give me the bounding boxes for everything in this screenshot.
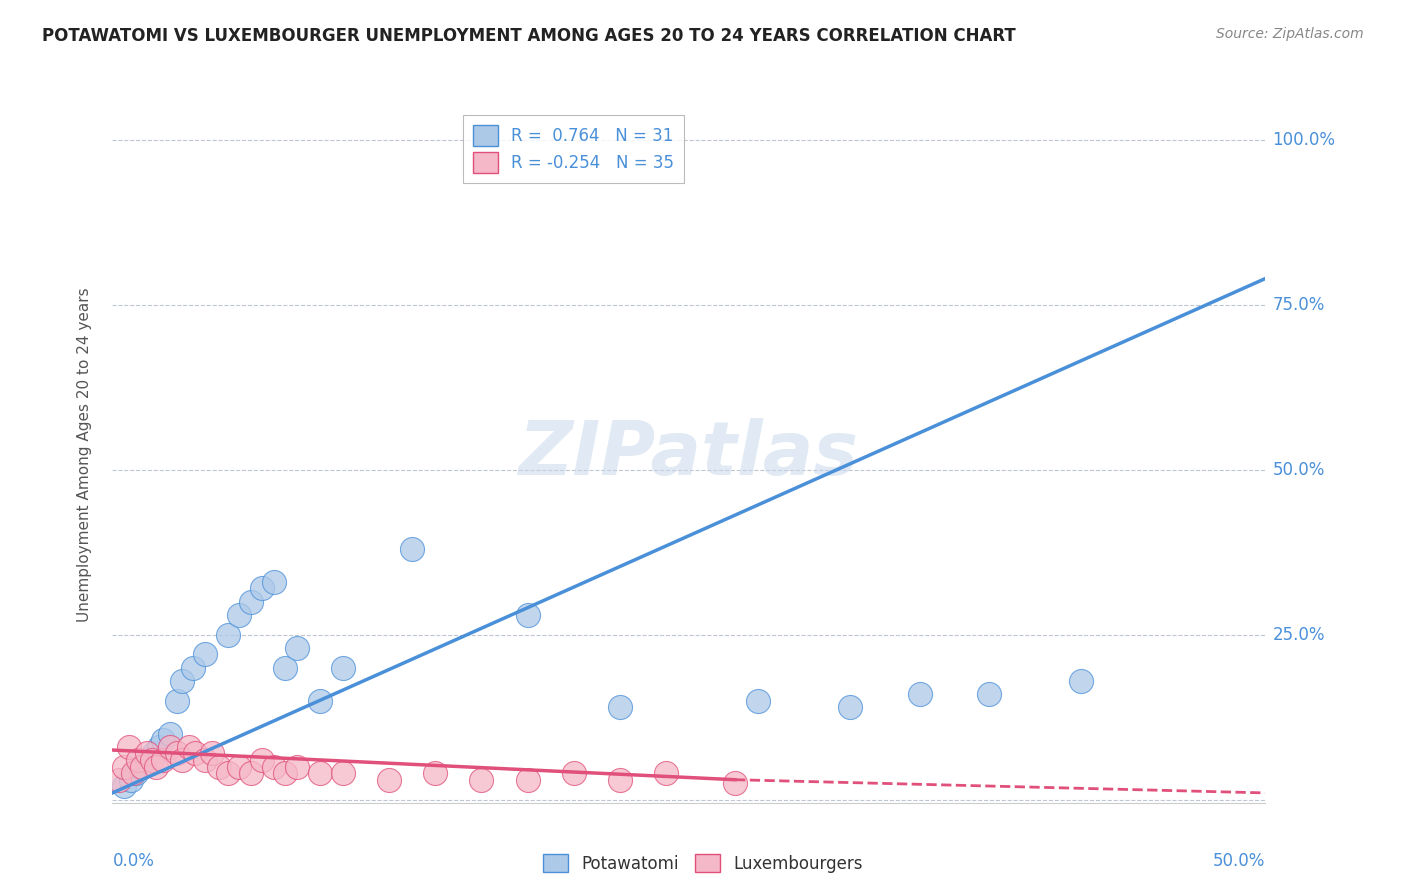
Point (124, 766, 146, 780)
Point (217, 627, 239, 641)
Point (152, 753, 174, 767)
Text: ZIPatlas: ZIPatlas (519, 418, 859, 491)
Text: Source: ZipAtlas.com: Source: ZipAtlas.com (1216, 27, 1364, 41)
Point (170, 673, 193, 688)
Point (136, 753, 159, 767)
Point (166, 747, 188, 761)
Text: 50.0%: 50.0% (1213, 852, 1265, 870)
Point (194, 753, 217, 767)
Point (609, 700, 631, 714)
Point (145, 759, 167, 773)
Point (228, 607, 250, 622)
Point (285, 640, 308, 655)
Point (239, 766, 262, 780)
Point (217, 766, 239, 780)
Point (177, 739, 200, 754)
Point (159, 739, 181, 754)
Point (228, 759, 250, 773)
Point (425, 766, 447, 780)
Point (122, 766, 145, 780)
Point (401, 541, 423, 556)
Text: 75.0%: 75.0% (1272, 296, 1324, 314)
Point (108, 772, 131, 787)
Point (159, 726, 181, 740)
Point (332, 660, 354, 674)
Point (148, 739, 170, 754)
Point (470, 772, 492, 787)
Point (201, 747, 224, 761)
Point (112, 780, 135, 794)
Point (977, 687, 1000, 701)
Point (194, 648, 217, 662)
Point (516, 607, 538, 622)
Point (181, 660, 204, 674)
Point (117, 739, 139, 754)
Point (263, 574, 285, 589)
Legend: Potawatomi, Luxembourgers: Potawatomi, Luxembourgers (536, 847, 870, 880)
Point (136, 747, 159, 761)
Point (207, 759, 229, 773)
Point (170, 753, 193, 767)
Text: 50.0%: 50.0% (1272, 461, 1324, 479)
Text: POTAWATOMI VS LUXEMBOURGER UNEMPLOYMENT AMONG AGES 20 TO 24 YEARS CORRELATION CH: POTAWATOMI VS LUXEMBOURGER UNEMPLOYMENT … (42, 27, 1017, 45)
Point (655, 766, 678, 780)
Point (274, 660, 297, 674)
Point (239, 595, 262, 609)
Legend: R =  0.764   N = 31, R = -0.254   N = 35: R = 0.764 N = 31, R = -0.254 N = 35 (463, 115, 685, 183)
Text: 25.0%: 25.0% (1272, 625, 1324, 644)
Y-axis label: Unemployment Among Ages 20 to 24 years: Unemployment Among Ages 20 to 24 years (77, 287, 91, 623)
Point (252, 753, 274, 767)
Point (839, 700, 862, 714)
Point (285, 759, 308, 773)
Point (332, 766, 354, 780)
Point (1070, 673, 1092, 688)
Point (562, 766, 585, 780)
Point (129, 759, 152, 773)
Point (152, 733, 174, 747)
Point (378, 772, 401, 787)
Point (724, 776, 747, 790)
Point (131, 759, 153, 773)
Point (908, 687, 931, 701)
Point (309, 766, 332, 780)
Point (516, 772, 538, 787)
Point (263, 759, 285, 773)
Text: 100.0%: 100.0% (1272, 131, 1336, 149)
Point (252, 582, 274, 596)
Point (143, 747, 166, 761)
Point (120, 772, 142, 787)
Point (184, 747, 207, 761)
Point (141, 753, 163, 767)
Point (747, 693, 769, 707)
Point (127, 753, 149, 767)
Point (112, 759, 135, 773)
Point (609, 772, 631, 787)
Point (274, 766, 297, 780)
Text: 0.0%: 0.0% (112, 852, 155, 870)
Point (166, 693, 188, 707)
Point (309, 693, 332, 707)
